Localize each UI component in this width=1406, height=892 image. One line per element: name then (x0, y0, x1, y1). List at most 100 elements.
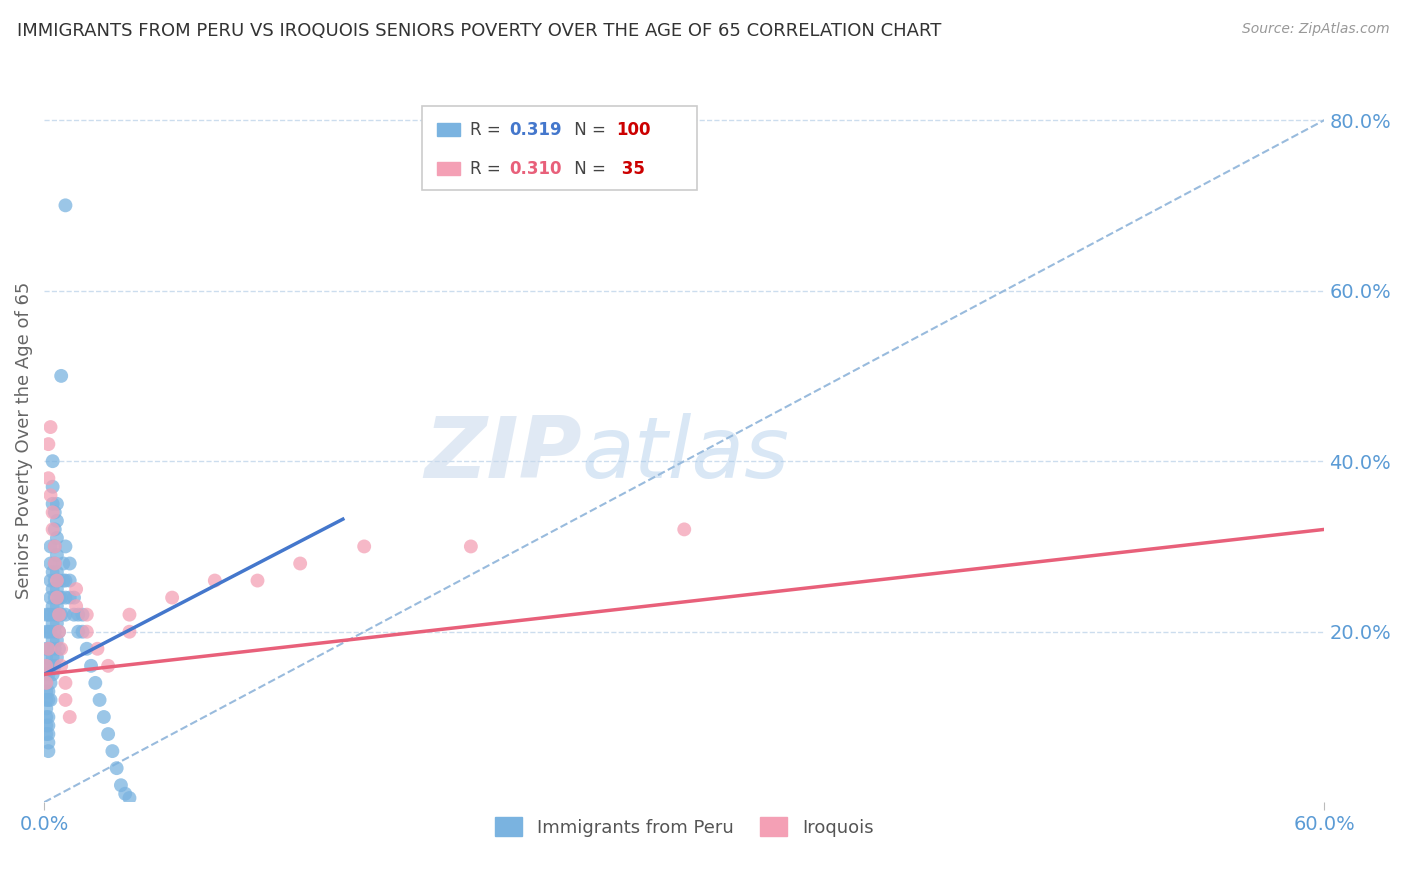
Point (39, 607, 62, 622)
Point (101, 744, 124, 758)
Bar (437, 162, 460, 176)
Point (35, 607, 58, 622)
Point (45, 616, 67, 631)
Point (93, 710, 115, 724)
Text: ZIP: ZIP (425, 413, 582, 496)
Point (44, 574, 66, 588)
Point (41, 616, 63, 631)
Text: N =: N = (569, 160, 612, 178)
Text: 0.319: 0.319 (509, 120, 561, 139)
Point (35, 676, 58, 690)
Point (39, 540, 62, 554)
Point (55, 540, 77, 554)
Point (41, 565, 63, 579)
Point (45, 582, 67, 596)
Point (55, 607, 77, 622)
Point (37, 437, 59, 451)
Point (37, 667, 59, 681)
Point (41, 497, 63, 511)
Point (51, 641, 73, 656)
Point (37, 693, 59, 707)
Point (55, 676, 77, 690)
Point (44, 624, 66, 639)
Point (114, 787, 136, 801)
Point (55, 574, 77, 588)
Point (48, 624, 70, 639)
Point (45, 591, 67, 605)
Point (37, 684, 59, 698)
Point (45, 514, 67, 528)
Point (55, 591, 77, 605)
Point (44, 658, 66, 673)
Point (37, 744, 59, 758)
Point (97, 727, 120, 741)
Point (37, 471, 59, 485)
Text: R =: R = (471, 120, 506, 139)
Point (84, 676, 107, 690)
Point (86, 641, 108, 656)
Point (59, 591, 82, 605)
Point (35, 624, 58, 639)
Point (44, 557, 66, 571)
Point (51, 368, 73, 383)
Point (35, 658, 58, 673)
Point (51, 607, 73, 622)
Point (80, 658, 103, 673)
Point (55, 198, 77, 212)
Point (52, 574, 75, 588)
Point (118, 624, 141, 639)
Point (59, 710, 82, 724)
Text: N =: N = (569, 120, 612, 139)
Point (52, 557, 75, 571)
Point (35, 701, 58, 715)
Point (35, 650, 58, 665)
Text: IMMIGRANTS FROM PERU VS IROQUOIS SENIORS POVERTY OVER THE AGE OF 65 CORRELATION : IMMIGRANTS FROM PERU VS IROQUOIS SENIORS… (17, 22, 941, 40)
Point (41, 650, 63, 665)
Point (45, 599, 67, 614)
Point (41, 480, 63, 494)
Point (45, 633, 67, 648)
Point (110, 778, 132, 792)
Point (44, 522, 66, 536)
Point (37, 641, 59, 656)
Point (72, 607, 94, 622)
Point (45, 650, 67, 665)
Point (97, 658, 120, 673)
Point (353, 540, 375, 554)
Point (41, 505, 63, 519)
Point (45, 548, 67, 562)
Point (44, 557, 66, 571)
Point (105, 761, 128, 775)
Point (59, 557, 82, 571)
Point (37, 624, 59, 639)
Point (41, 667, 63, 681)
Point (89, 693, 111, 707)
Point (45, 531, 67, 545)
Text: 0.310: 0.310 (509, 160, 561, 178)
Point (39, 624, 62, 639)
Point (35, 658, 58, 673)
Point (72, 624, 94, 639)
Point (35, 676, 58, 690)
Point (48, 624, 70, 639)
Point (37, 735, 59, 749)
Point (45, 497, 67, 511)
Point (39, 641, 62, 656)
Text: R =: R = (471, 160, 506, 178)
Point (55, 693, 77, 707)
Text: 100: 100 (616, 120, 651, 139)
Point (35, 641, 58, 656)
Point (39, 420, 62, 434)
Point (67, 624, 90, 639)
Point (41, 599, 63, 614)
Point (44, 641, 66, 656)
Text: atlas: atlas (582, 413, 790, 496)
Bar (422, 106, 697, 190)
Point (118, 791, 141, 805)
Point (39, 693, 62, 707)
Point (460, 540, 482, 554)
Point (48, 641, 70, 656)
Bar (437, 123, 460, 136)
Point (67, 607, 90, 622)
Point (48, 574, 70, 588)
